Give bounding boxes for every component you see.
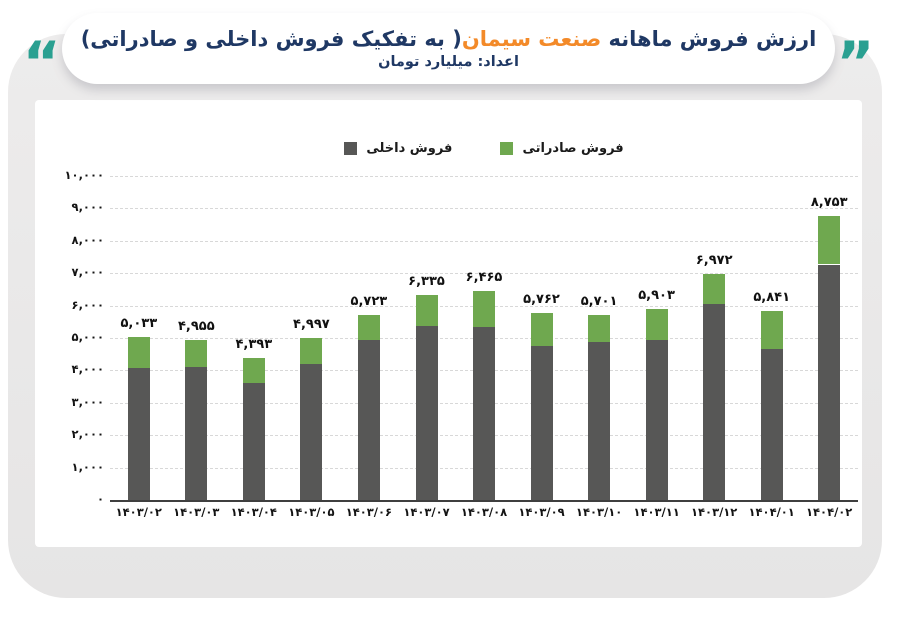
grid-line (110, 208, 858, 210)
grid-line (110, 273, 858, 275)
bar-segment-domestic (242, 383, 265, 500)
y-tick-label: ۱,۰۰۰ (71, 459, 104, 474)
bar-segment-export (473, 290, 495, 327)
legend-item-export: فروش صادراتی (500, 140, 624, 156)
bar-total-label: ۴,۹۹۷ (293, 317, 330, 333)
bar-total-label: ۶,۳۳۵ (408, 273, 445, 289)
bar-segment-domestic (473, 326, 495, 500)
bar-segment-domestic (300, 363, 323, 500)
legend-item-domestic: فروش داخلی (344, 141, 452, 156)
bar-segment-export (818, 216, 841, 265)
page-subtitle: اعداد: میلیارد تومان (378, 54, 519, 70)
bar-total-label: ۴,۳۹۳ (235, 336, 273, 352)
bar-total-label: ۸,۷۵۳ (810, 195, 848, 211)
title-part1: ارزش فروش ماهانه (608, 27, 817, 51)
bar-segment-export (760, 310, 783, 350)
x-tick-label: ۱۴۰۳/۱۲ (691, 505, 738, 519)
x-axis: ۱۴۰۳/۰۲ ۱۴۰۳/۰۳ ۱۴۰۳/۰۴ ۱۴۰۳/۰۵ ۱۴۰۳/۰۶ ۱۴۰۳/… (110, 505, 858, 527)
bar-segment-domestic (818, 264, 841, 500)
bar-segment-domestic (530, 345, 553, 500)
bar-total-label: ۶,۹۷۲ (695, 253, 733, 269)
y-tick-label: ۰ (96, 492, 104, 506)
x-tick-label: ۱۴۰۳/۰۶ (345, 505, 393, 519)
grid-line (110, 176, 858, 177)
y-axis: ۰ ۱,۰۰۰ ۲,۰۰۰ ۳,۰۰۰ ۴,۰۰۰ ۵,۰۰۰ ۶,۰۰۰ ۷,۰۰۰ ۸,۰۰… (44, 168, 104, 506)
bar-total-label: ۵,۷۶۲ (523, 292, 560, 308)
bar-segment-domestic (127, 368, 150, 500)
plot-area: ۵,۰۳۳ ۴,۹۵۵ ۴,۳۹۳ ۴,۹۹۷ ۵,۷۲۳ ۶,۳۳۵ ۶,۴۶۵ ۵,۷۶۲… (110, 176, 858, 502)
page-title: ارزش فروش ماهانه صنعت سیمان( به تفکیک فر… (81, 27, 817, 51)
bar-segment-export (127, 336, 150, 369)
grid-line (110, 240, 858, 242)
x-tick-label: ۱۴۰۳/۰۵ (288, 505, 335, 519)
bar-segment-export (588, 315, 611, 342)
x-tick-label: ۱۴۰۳/۰۴ (230, 505, 277, 519)
bar-total-label: ۴,۹۵۵ (177, 318, 215, 334)
x-tick-label: ۱۴۰۴/۰۱ (748, 505, 795, 519)
bar-segment-export (185, 339, 208, 368)
y-tick-label: ۵,۰۰۰ (71, 330, 104, 344)
bar-total-label: ۵,۷۲۳ (350, 293, 388, 309)
x-tick-label: ۱۴۰۳/۰۲ (115, 505, 162, 519)
bar-total-label: ۵,۹۰۳ (638, 287, 675, 303)
bar-total-label: ۵,۸۴۱ (753, 289, 791, 305)
legend-label-domestic: فروش داخلی (366, 140, 453, 156)
x-tick-label: ۱۴۰۳/۱۰ (575, 505, 623, 519)
bar-total-label: ۵,۰۳۳ (120, 315, 158, 331)
x-tick-label: ۱۴۰۳/۰۷ (403, 505, 450, 519)
export-color-swatch (500, 141, 514, 155)
chart-legend: فروش داخلی فروش صادراتی (110, 138, 858, 158)
x-tick-label: ۱۴۰۳/۰۹ (518, 505, 565, 519)
title-banner: “ ارزش فروش ماهانه صنعت سیمان( به تفکیک … (23, 13, 874, 92)
bar-segment-export (357, 314, 380, 340)
bar-total-label: ۵,۷۰۱ (580, 294, 618, 310)
legend-label-export: فروش صادراتی (522, 140, 624, 156)
bar-segment-export (242, 357, 265, 384)
bar-segment-export (703, 274, 726, 304)
bar-segment-export (415, 294, 438, 326)
bar-segment-export (530, 313, 553, 346)
y-tick-label: ۹,۰۰۰ (71, 200, 104, 215)
y-tick-label: ۲,۰۰۰ (71, 427, 104, 442)
bar-segment-export (645, 308, 668, 340)
x-tick-label: ۱۴۰۳/۰۸ (460, 505, 508, 519)
bar-total-label: ۶,۴۶۵ (465, 269, 503, 285)
title-highlight: صنعت سیمان (461, 27, 602, 51)
bar-segment-export (300, 338, 323, 364)
x-tick-label: ۱۴۰۴/۰۲ (806, 505, 853, 519)
title-part2: ( به تفکیک فروش داخلی و صادراتی) (80, 27, 462, 51)
bar-segment-domestic (588, 341, 611, 500)
x-tick-label: ۱۴۰۳/۱۱ (633, 505, 680, 519)
bar-segment-domestic (415, 325, 438, 500)
bar-segment-domestic (185, 367, 208, 500)
y-tick-label: ۸,۰۰۰ (71, 232, 104, 247)
bar-segment-domestic (357, 339, 380, 500)
bar-segment-domestic (703, 304, 726, 500)
bar-segment-domestic (645, 339, 668, 500)
y-tick-label: ۳,۰۰۰ (71, 394, 104, 409)
domestic-color-swatch (344, 141, 358, 155)
y-tick-label: ۶,۰۰۰ (71, 297, 104, 312)
bar-segment-domestic (760, 349, 783, 500)
title-text-block: ارزش فروش ماهانه صنعت سیمان( به تفکیک فر… (81, 27, 817, 70)
y-tick-label: ۱۰,۰۰۰ (64, 168, 104, 182)
y-tick-label: ۴,۰۰۰ (71, 362, 104, 377)
x-tick-label: ۱۴۰۳/۰۳ (173, 505, 220, 519)
y-tick-label: ۷,۰۰۰ (71, 265, 104, 280)
